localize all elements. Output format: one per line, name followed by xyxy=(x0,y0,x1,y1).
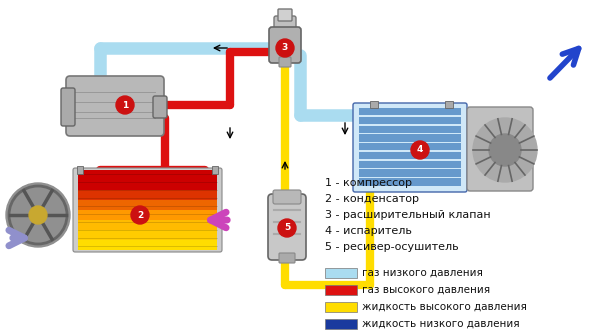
Bar xyxy=(78,180,217,189)
Text: 3: 3 xyxy=(282,44,288,52)
FancyBboxPatch shape xyxy=(153,96,167,118)
Circle shape xyxy=(473,118,537,182)
Bar xyxy=(77,166,83,174)
Text: 5: 5 xyxy=(284,223,290,233)
FancyBboxPatch shape xyxy=(274,16,296,36)
Bar xyxy=(359,108,461,115)
Bar xyxy=(78,210,217,219)
Bar xyxy=(370,101,378,108)
FancyBboxPatch shape xyxy=(279,253,295,263)
Bar xyxy=(359,117,461,124)
Text: 4: 4 xyxy=(417,146,423,154)
Text: 2 - конденсатор: 2 - конденсатор xyxy=(325,194,419,204)
Bar xyxy=(445,101,453,108)
Bar xyxy=(359,169,461,177)
Text: газ низкого давления: газ низкого давления xyxy=(362,268,483,278)
Bar xyxy=(325,319,357,329)
FancyBboxPatch shape xyxy=(73,168,222,252)
FancyBboxPatch shape xyxy=(273,190,301,204)
FancyBboxPatch shape xyxy=(353,103,467,192)
Circle shape xyxy=(276,39,294,57)
Text: 3 - расширительный клапан: 3 - расширительный клапан xyxy=(325,210,491,220)
Text: жидкость высокого давления: жидкость высокого давления xyxy=(362,302,527,312)
Circle shape xyxy=(131,206,149,224)
Bar xyxy=(359,143,461,150)
FancyBboxPatch shape xyxy=(279,57,291,67)
Circle shape xyxy=(278,219,296,237)
Bar xyxy=(78,170,217,180)
Bar xyxy=(78,200,217,210)
Circle shape xyxy=(489,134,521,166)
Bar xyxy=(325,302,357,312)
Text: 5 - ресивер-осушитель: 5 - ресивер-осушитель xyxy=(325,242,458,252)
Bar xyxy=(325,285,357,295)
Bar xyxy=(325,268,357,278)
Text: 1 - компрессор: 1 - компрессор xyxy=(325,178,412,188)
FancyBboxPatch shape xyxy=(66,76,164,136)
FancyBboxPatch shape xyxy=(61,88,75,126)
Bar xyxy=(359,178,461,185)
Text: газ высокого давления: газ высокого давления xyxy=(362,285,490,295)
Bar xyxy=(359,134,461,142)
Bar xyxy=(359,161,461,168)
Circle shape xyxy=(411,141,429,159)
FancyBboxPatch shape xyxy=(269,27,301,63)
Circle shape xyxy=(6,183,70,247)
FancyBboxPatch shape xyxy=(268,194,306,260)
Bar xyxy=(212,166,218,174)
Bar xyxy=(78,230,217,240)
Bar xyxy=(78,190,217,200)
Bar xyxy=(359,152,461,159)
Bar xyxy=(78,220,217,229)
Circle shape xyxy=(29,206,47,224)
FancyBboxPatch shape xyxy=(278,9,292,21)
Circle shape xyxy=(116,96,134,114)
Text: 4 - испаритель: 4 - испаритель xyxy=(325,226,412,236)
Bar xyxy=(78,240,217,249)
Text: жидкость низкого давления: жидкость низкого давления xyxy=(362,319,520,329)
Bar xyxy=(359,125,461,133)
Text: 2: 2 xyxy=(137,211,143,219)
FancyBboxPatch shape xyxy=(467,107,533,191)
Text: 1: 1 xyxy=(122,101,128,110)
